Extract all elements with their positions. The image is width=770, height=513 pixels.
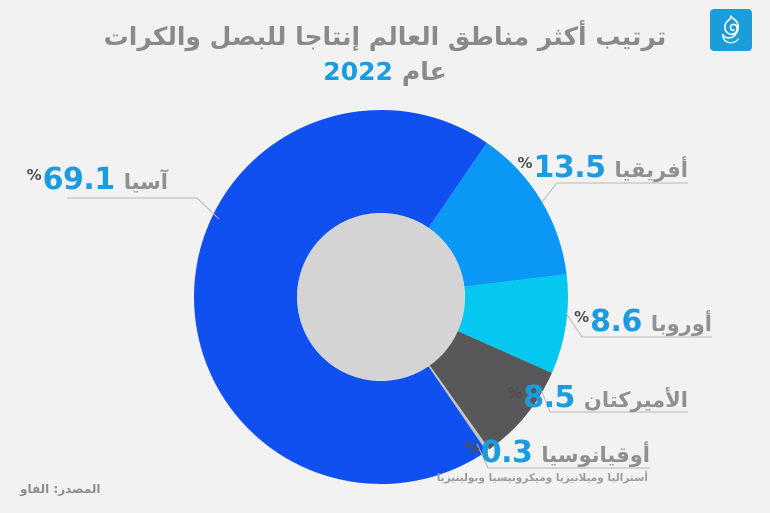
pie-segment-2	[457, 274, 568, 373]
page-title-year-line: 2022 عام	[0, 57, 770, 86]
africa-value: 13.5	[533, 150, 606, 185]
asia-value: 69.1	[42, 162, 116, 197]
asia-name: آسيا	[123, 170, 168, 194]
aljazeera-logo	[710, 9, 752, 51]
oceania-note: أستراليا وميلانيزيا وميكرونيسيا وبولينيز…	[436, 472, 648, 484]
americas-value: 8.5	[523, 380, 575, 415]
oceania-value: 0.3	[480, 435, 533, 470]
label-asia: % 69.1 آسيا	[27, 163, 168, 201]
percent-sign: %	[464, 439, 480, 457]
title-year-prefix: عام	[401, 57, 447, 86]
page-title: ترتيب أكثر مناطق العالم إنتاجا للبصل وال…	[103, 22, 667, 51]
label-oceania: % 0.3 أوقيانوسيا	[465, 436, 650, 474]
donut-hole	[297, 213, 465, 381]
label-africa: % 13.5 أفريقيا	[517, 151, 688, 189]
aljazeera-flame-icon	[722, 15, 739, 44]
label-europe: % 8.6 أوروبا	[574, 305, 712, 343]
europe-value: 8.6	[590, 304, 642, 339]
americas-name: الأميركتان	[583, 388, 688, 412]
title-year: 2022	[323, 57, 393, 86]
source-credit: المصدر: الفاو	[20, 482, 101, 496]
europe-name: أوروبا	[650, 312, 712, 336]
percent-sign: %	[507, 384, 523, 402]
callout-line-0	[67, 197, 220, 220]
oceania-name: أوقيانوسيا	[541, 443, 650, 467]
percent-sign: %	[26, 166, 42, 184]
percent-sign: %	[574, 308, 590, 326]
percent-sign: %	[517, 154, 533, 172]
africa-name: أفريقيا	[614, 158, 688, 182]
pie-segment-0	[193, 109, 487, 484]
label-americas: % 8.5 الأميركتان	[507, 381, 688, 419]
